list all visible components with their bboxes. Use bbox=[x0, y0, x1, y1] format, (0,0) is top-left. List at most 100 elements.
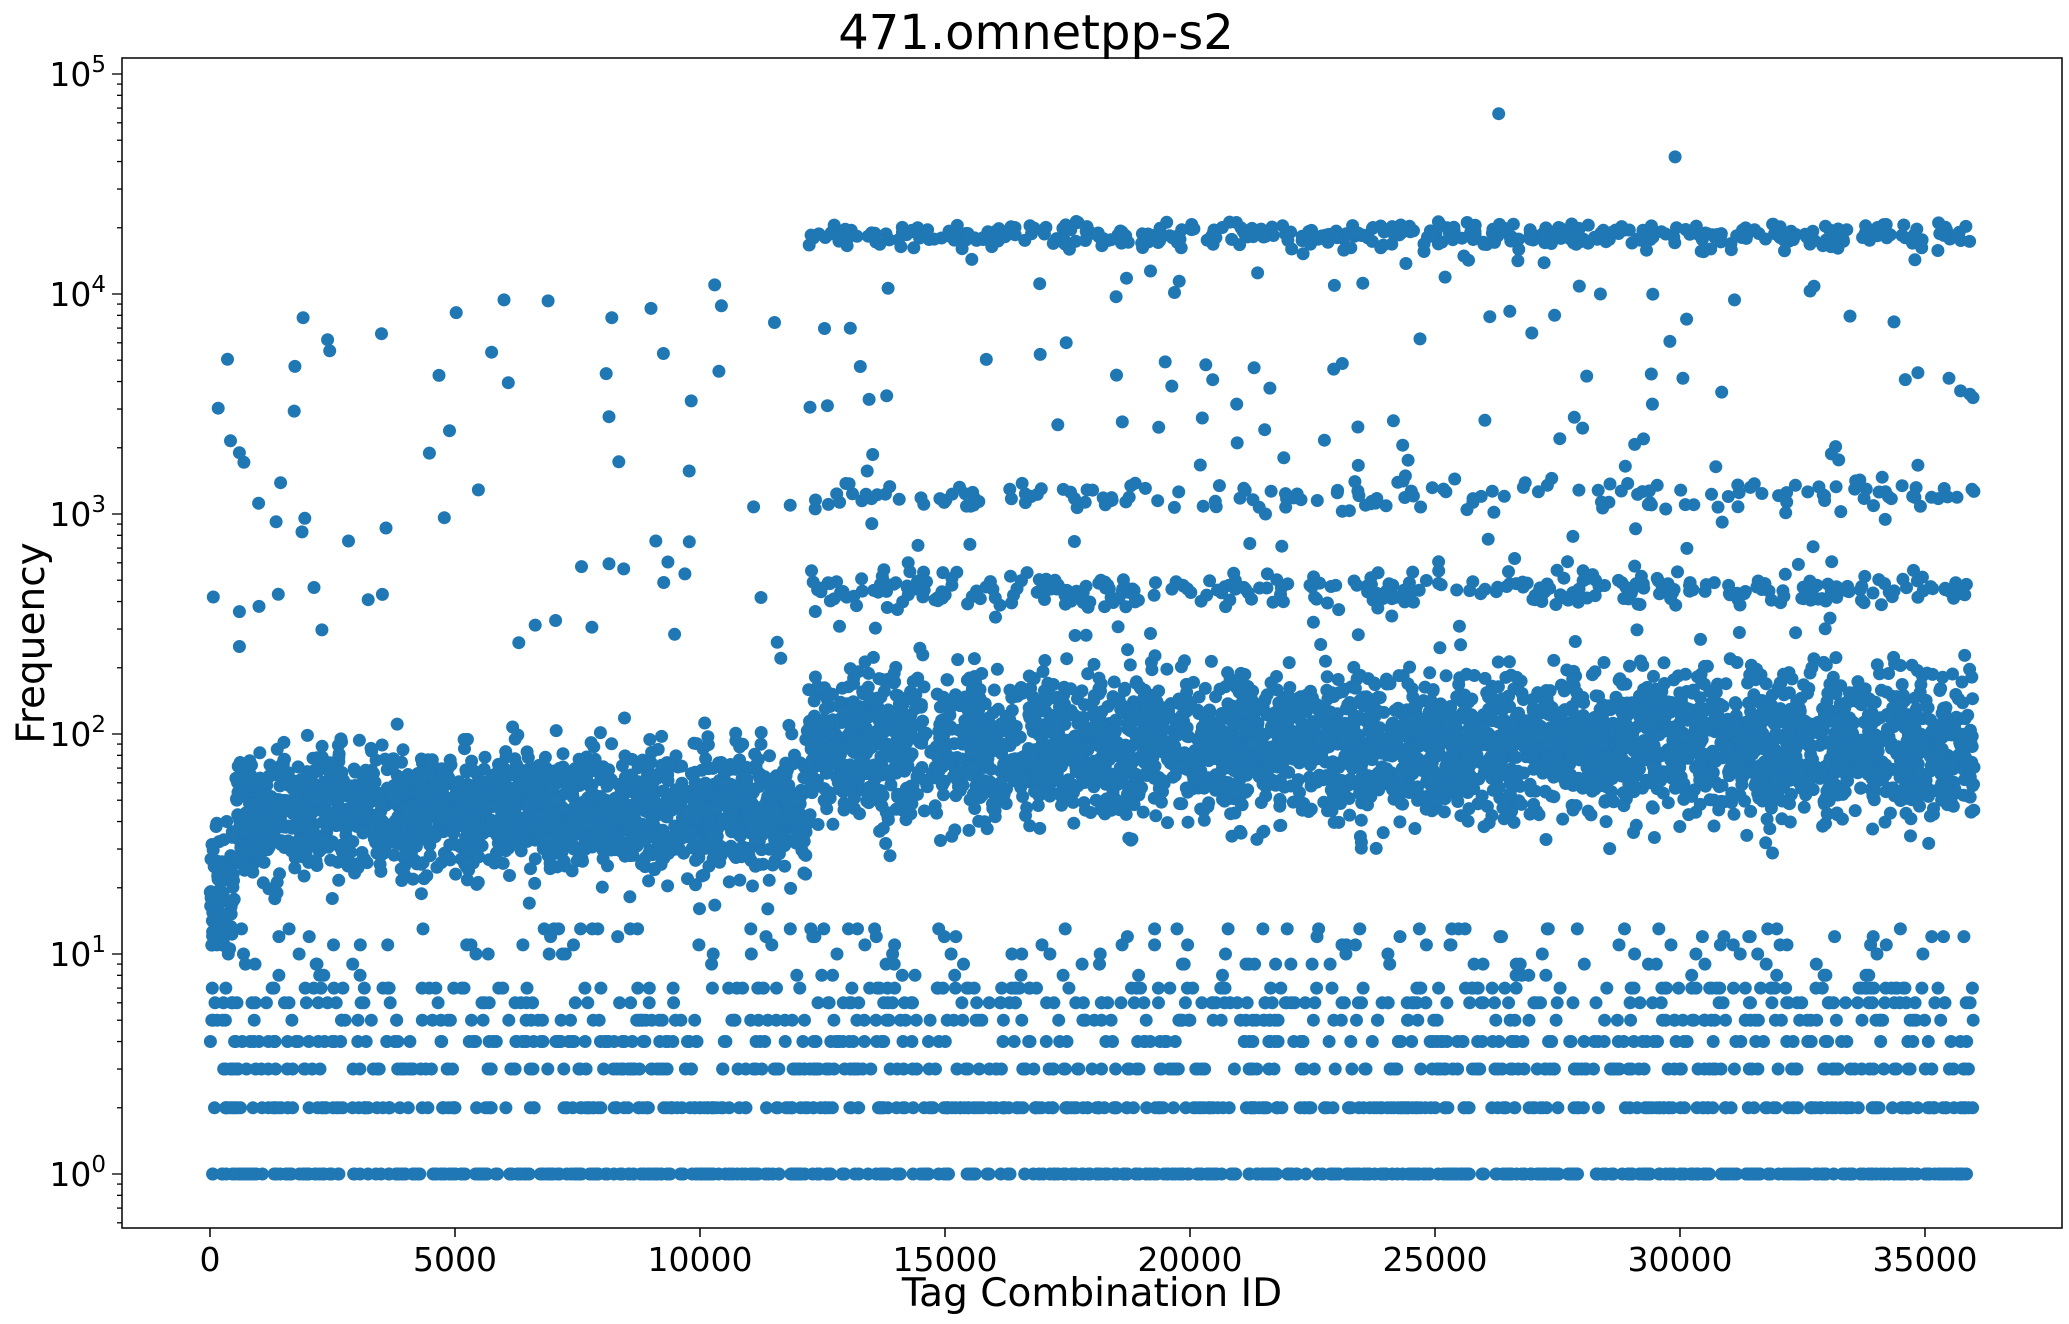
data-point bbox=[738, 843, 752, 857]
data-point bbox=[686, 825, 700, 839]
data-point bbox=[1446, 771, 1460, 785]
data-point bbox=[1870, 658, 1884, 672]
data-point bbox=[1615, 705, 1629, 719]
data-point bbox=[1270, 683, 1284, 697]
chart-title: 471.omnetpp-s2 bbox=[838, 5, 1234, 61]
data-point bbox=[528, 876, 542, 890]
data-point bbox=[589, 764, 603, 778]
data-point bbox=[1623, 659, 1636, 673]
data-point bbox=[1697, 677, 1711, 691]
data-point bbox=[570, 820, 584, 834]
data-point bbox=[1728, 696, 1742, 710]
data-point bbox=[736, 737, 750, 751]
data-point bbox=[1142, 759, 1156, 773]
data-point bbox=[506, 720, 520, 734]
data-point bbox=[1014, 681, 1028, 694]
data-point bbox=[1338, 749, 1352, 763]
data-point bbox=[642, 874, 656, 888]
data-point bbox=[1197, 804, 1211, 818]
data-point bbox=[874, 705, 888, 719]
data-point bbox=[826, 817, 840, 831]
data-point bbox=[540, 766, 554, 779]
data-point bbox=[867, 782, 881, 796]
data-point bbox=[1408, 782, 1422, 796]
data-point bbox=[320, 819, 334, 832]
data-point bbox=[667, 842, 681, 856]
data-point bbox=[1160, 662, 1174, 676]
data-point bbox=[1894, 696, 1908, 710]
data-point bbox=[883, 849, 897, 863]
data-point bbox=[1492, 729, 1506, 743]
data-point bbox=[967, 652, 981, 666]
data-point bbox=[1693, 756, 1707, 770]
data-point bbox=[478, 750, 492, 764]
data-point bbox=[1026, 711, 1040, 725]
data-point bbox=[856, 741, 870, 755]
data-point bbox=[1367, 676, 1381, 690]
data-point bbox=[671, 822, 685, 835]
data-point bbox=[1334, 797, 1347, 810]
data-point bbox=[1510, 670, 1524, 684]
data-point bbox=[1700, 659, 1714, 673]
data-point bbox=[973, 691, 987, 705]
data-point bbox=[1953, 736, 1967, 750]
data-point bbox=[706, 761, 720, 775]
data-point bbox=[1671, 669, 1685, 683]
data-point bbox=[1282, 656, 1296, 670]
data-point bbox=[1588, 665, 1602, 679]
data-point bbox=[963, 671, 977, 685]
data-point bbox=[1036, 735, 1050, 749]
data-point bbox=[499, 750, 513, 764]
data-point bbox=[708, 898, 722, 912]
data-point bbox=[1439, 759, 1453, 773]
data-point bbox=[1565, 798, 1579, 812]
data-point bbox=[1766, 846, 1779, 860]
data-point bbox=[588, 752, 602, 766]
data-point bbox=[1539, 833, 1553, 846]
data-point bbox=[399, 831, 413, 845]
data-point bbox=[1003, 683, 1017, 697]
data-point bbox=[1848, 804, 1862, 818]
data-point bbox=[1161, 816, 1174, 830]
data-point bbox=[1237, 705, 1251, 719]
data-point bbox=[1913, 685, 1927, 699]
data-point bbox=[1018, 772, 1031, 786]
data-point bbox=[1087, 657, 1101, 671]
data-point bbox=[1457, 741, 1471, 755]
data-point bbox=[762, 873, 776, 887]
data-point bbox=[1233, 824, 1247, 838]
data-point bbox=[1327, 815, 1341, 829]
data-point bbox=[1880, 685, 1894, 699]
data-point bbox=[1450, 722, 1464, 736]
data-point bbox=[1646, 760, 1660, 774]
data-point bbox=[1039, 752, 1053, 766]
data-point bbox=[1729, 719, 1743, 733]
data-point bbox=[1797, 800, 1811, 814]
data-point bbox=[1865, 716, 1879, 730]
data-point bbox=[1938, 704, 1952, 718]
data-point bbox=[1556, 812, 1570, 826]
data-point bbox=[1751, 762, 1765, 776]
data-point bbox=[1693, 797, 1707, 811]
data-point bbox=[729, 726, 743, 740]
data-point bbox=[1949, 688, 1963, 701]
data-point bbox=[1502, 655, 1516, 669]
data-point bbox=[802, 683, 816, 697]
data-point bbox=[1234, 675, 1248, 689]
data-point bbox=[1302, 805, 1316, 818]
data-point bbox=[724, 758, 737, 771]
data-point bbox=[1260, 707, 1274, 721]
data-point bbox=[1647, 669, 1660, 683]
data-point bbox=[1722, 741, 1736, 755]
data-point bbox=[1677, 792, 1691, 806]
data-point bbox=[1854, 781, 1868, 795]
data-point bbox=[819, 795, 833, 809]
data-point bbox=[878, 764, 892, 778]
data-point bbox=[1710, 752, 1724, 765]
data-point bbox=[1180, 721, 1194, 735]
data-point bbox=[324, 792, 338, 806]
data-point bbox=[273, 867, 286, 881]
data-point bbox=[1904, 829, 1917, 843]
data-point bbox=[1803, 666, 1817, 680]
data-point bbox=[643, 733, 657, 746]
